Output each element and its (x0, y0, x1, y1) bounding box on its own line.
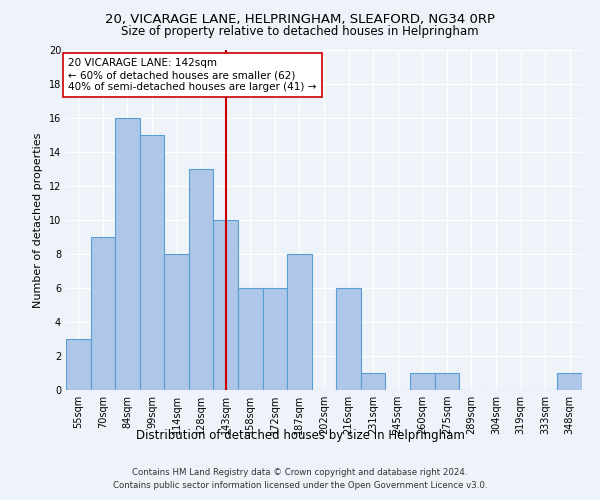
Bar (263, 288, 287, 390)
Text: Size of property relative to detached houses in Helpringham: Size of property relative to detached ho… (121, 25, 479, 38)
Bar (336, 288, 361, 390)
Bar (115, 118, 140, 390)
Text: 20, VICARAGE LANE, HELPRINGHAM, SLEAFORD, NG34 0RP: 20, VICARAGE LANE, HELPRINGHAM, SLEAFORD… (105, 12, 495, 26)
Text: Contains HM Land Registry data © Crown copyright and database right 2024.: Contains HM Land Registry data © Crown c… (132, 468, 468, 477)
Bar (214, 220, 238, 390)
Bar (238, 288, 263, 390)
Bar (434, 373, 459, 390)
Text: Distribution of detached houses by size in Helpringham: Distribution of detached houses by size … (136, 428, 464, 442)
Bar (557, 373, 582, 390)
Bar (361, 373, 385, 390)
Bar (189, 169, 214, 390)
Bar (140, 135, 164, 390)
Bar (66, 339, 91, 390)
Text: Contains public sector information licensed under the Open Government Licence v3: Contains public sector information licen… (113, 480, 487, 490)
Bar (410, 373, 434, 390)
Bar (164, 254, 189, 390)
Text: 20 VICARAGE LANE: 142sqm
← 60% of detached houses are smaller (62)
40% of semi-d: 20 VICARAGE LANE: 142sqm ← 60% of detach… (68, 58, 317, 92)
Y-axis label: Number of detached properties: Number of detached properties (33, 132, 43, 308)
Bar (91, 237, 115, 390)
Bar (287, 254, 312, 390)
